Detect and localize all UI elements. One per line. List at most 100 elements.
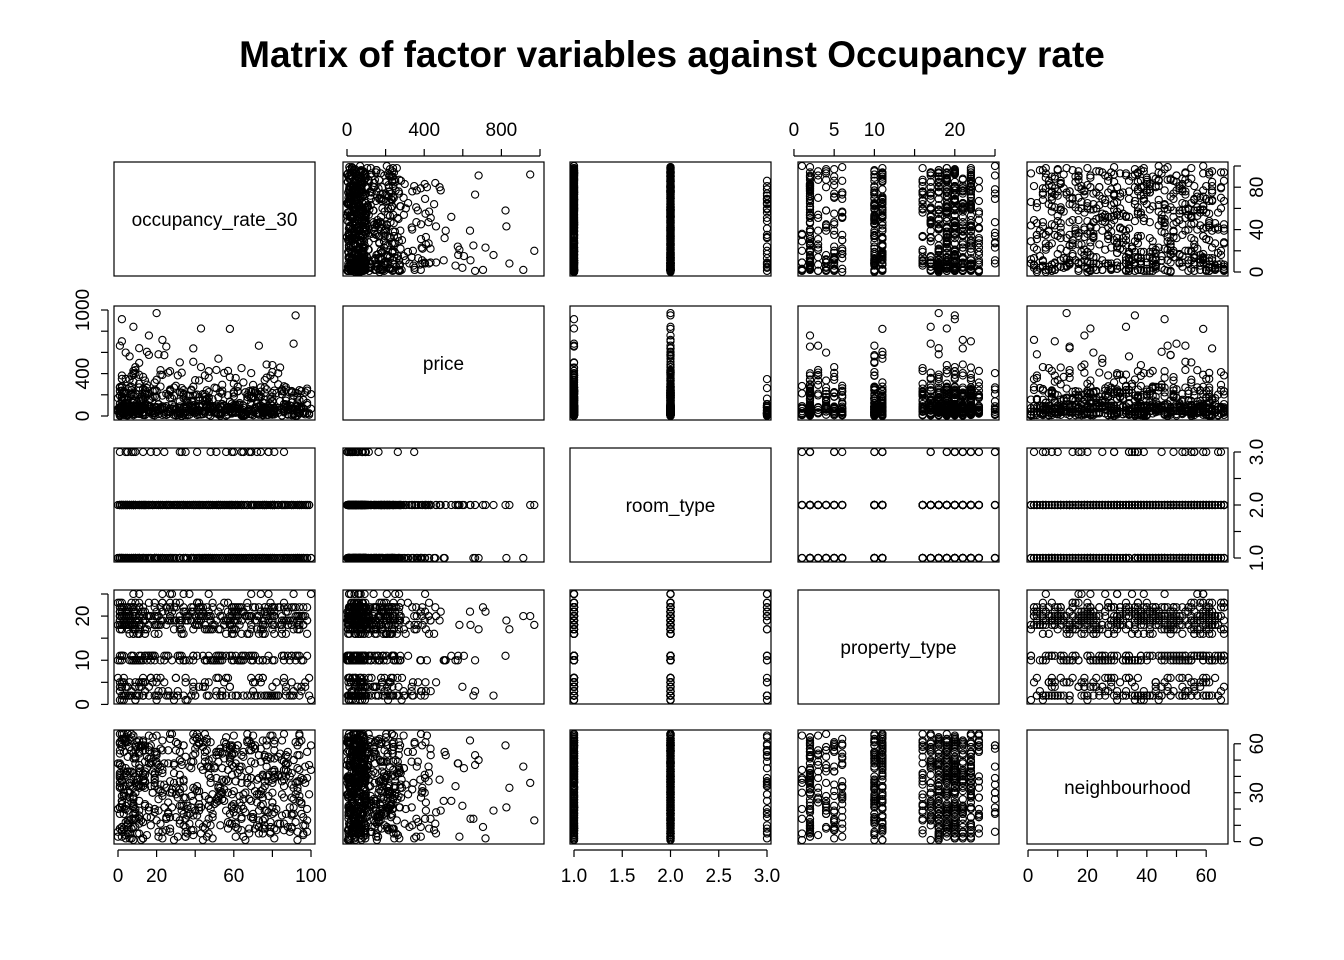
points-price-vs-occupancy_rate_30: [113, 308, 316, 421]
data-point: [162, 342, 171, 351]
points-occupancy_rate_30-vs-price: [342, 161, 539, 277]
data-point: [974, 196, 984, 206]
points-price-vs-neighbourhood: [1026, 308, 1229, 421]
data-point: [797, 389, 807, 398]
data-point: [416, 265, 425, 275]
data-point: [360, 209, 370, 218]
data-point: [1029, 181, 1039, 191]
data-point: [410, 265, 419, 275]
data-point: [366, 191, 375, 200]
data-point: [345, 231, 354, 241]
data-point: [447, 212, 456, 222]
data-point: [351, 181, 361, 191]
diagonal-label-price: price: [423, 354, 464, 375]
data-point: [214, 354, 223, 363]
data-point: [358, 244, 367, 253]
data-point: [379, 237, 389, 246]
data-point: [204, 367, 213, 376]
data-point: [530, 246, 539, 255]
data-point: [351, 188, 360, 197]
data-point: [431, 258, 441, 267]
data-point: [502, 222, 511, 231]
diagonal-label-occupancy_rate_30: occupancy_rate_30: [132, 210, 298, 231]
data-point: [346, 245, 355, 254]
data-point: [390, 253, 399, 262]
data-point: [422, 183, 432, 192]
data-point: [416, 234, 426, 244]
data-point: [489, 250, 498, 260]
data-point: [966, 231, 976, 241]
data-point: [391, 177, 400, 187]
data-point: [469, 241, 478, 250]
data-point: [344, 193, 353, 202]
data-point: [364, 210, 373, 219]
data-point: [990, 397, 1000, 406]
data-point: [189, 357, 198, 366]
data-point: [135, 344, 144, 353]
data-point: [990, 218, 1000, 227]
data-point: [348, 225, 357, 234]
data-point: [569, 315, 579, 324]
data-point: [357, 215, 367, 225]
panel-occupancy_rate_30-vs-occupancy_rate_30: [113, 161, 316, 277]
points-occupancy_rate_30-vs-neighbourhood: [1026, 161, 1229, 277]
data-point: [375, 265, 384, 275]
data-point: [830, 230, 839, 240]
data-point: [470, 190, 480, 199]
data-point: [501, 206, 510, 215]
data-point: [345, 162, 354, 172]
data-point: [380, 231, 389, 241]
data-point: [813, 171, 823, 180]
data-point: [407, 223, 416, 232]
data-point: [196, 324, 206, 333]
data-point: [990, 185, 1000, 194]
data-point: [813, 193, 823, 202]
data-point: [966, 363, 976, 372]
data-point: [813, 253, 823, 262]
data-point: [990, 194, 1000, 204]
data-point: [424, 218, 433, 227]
data-point: [974, 243, 984, 252]
data-point: [361, 198, 371, 208]
data-point: [349, 262, 358, 271]
data-point: [813, 391, 823, 400]
data-point: [357, 205, 367, 214]
data-point: [526, 170, 535, 179]
data-point: [420, 259, 430, 268]
data-point: [382, 161, 391, 171]
data-point: [762, 383, 772, 393]
data-point: [389, 231, 399, 241]
data-point: [371, 168, 381, 177]
data-point: [378, 265, 388, 275]
data-point: [958, 335, 967, 345]
data-point: [360, 264, 369, 273]
data-point: [481, 243, 490, 252]
data-point: [878, 185, 887, 194]
data-point: [360, 233, 369, 243]
data-point: [129, 322, 138, 331]
data-point: [369, 206, 378, 215]
data-point: [813, 389, 823, 398]
data-point: [196, 362, 206, 372]
data-point: [1187, 163, 1196, 173]
data-point: [371, 196, 381, 206]
data-point: [830, 176, 839, 185]
data-point: [762, 394, 772, 403]
data-point: [408, 187, 417, 196]
data-point: [519, 265, 528, 275]
data-point: [152, 308, 161, 318]
data-point: [408, 246, 418, 255]
points-occupancy_rate_30-vs-property_type: [797, 161, 1000, 277]
data-point: [355, 195, 364, 205]
data-point: [762, 242, 772, 251]
data-point: [117, 337, 127, 346]
data-point: [400, 179, 409, 189]
data-point: [974, 184, 984, 193]
data-point: [830, 165, 839, 174]
data-point: [990, 171, 1000, 180]
data-point: [453, 242, 462, 251]
data-point: [395, 202, 405, 211]
data-point: [359, 211, 368, 220]
data-point: [115, 341, 125, 350]
data-point: [370, 265, 379, 275]
